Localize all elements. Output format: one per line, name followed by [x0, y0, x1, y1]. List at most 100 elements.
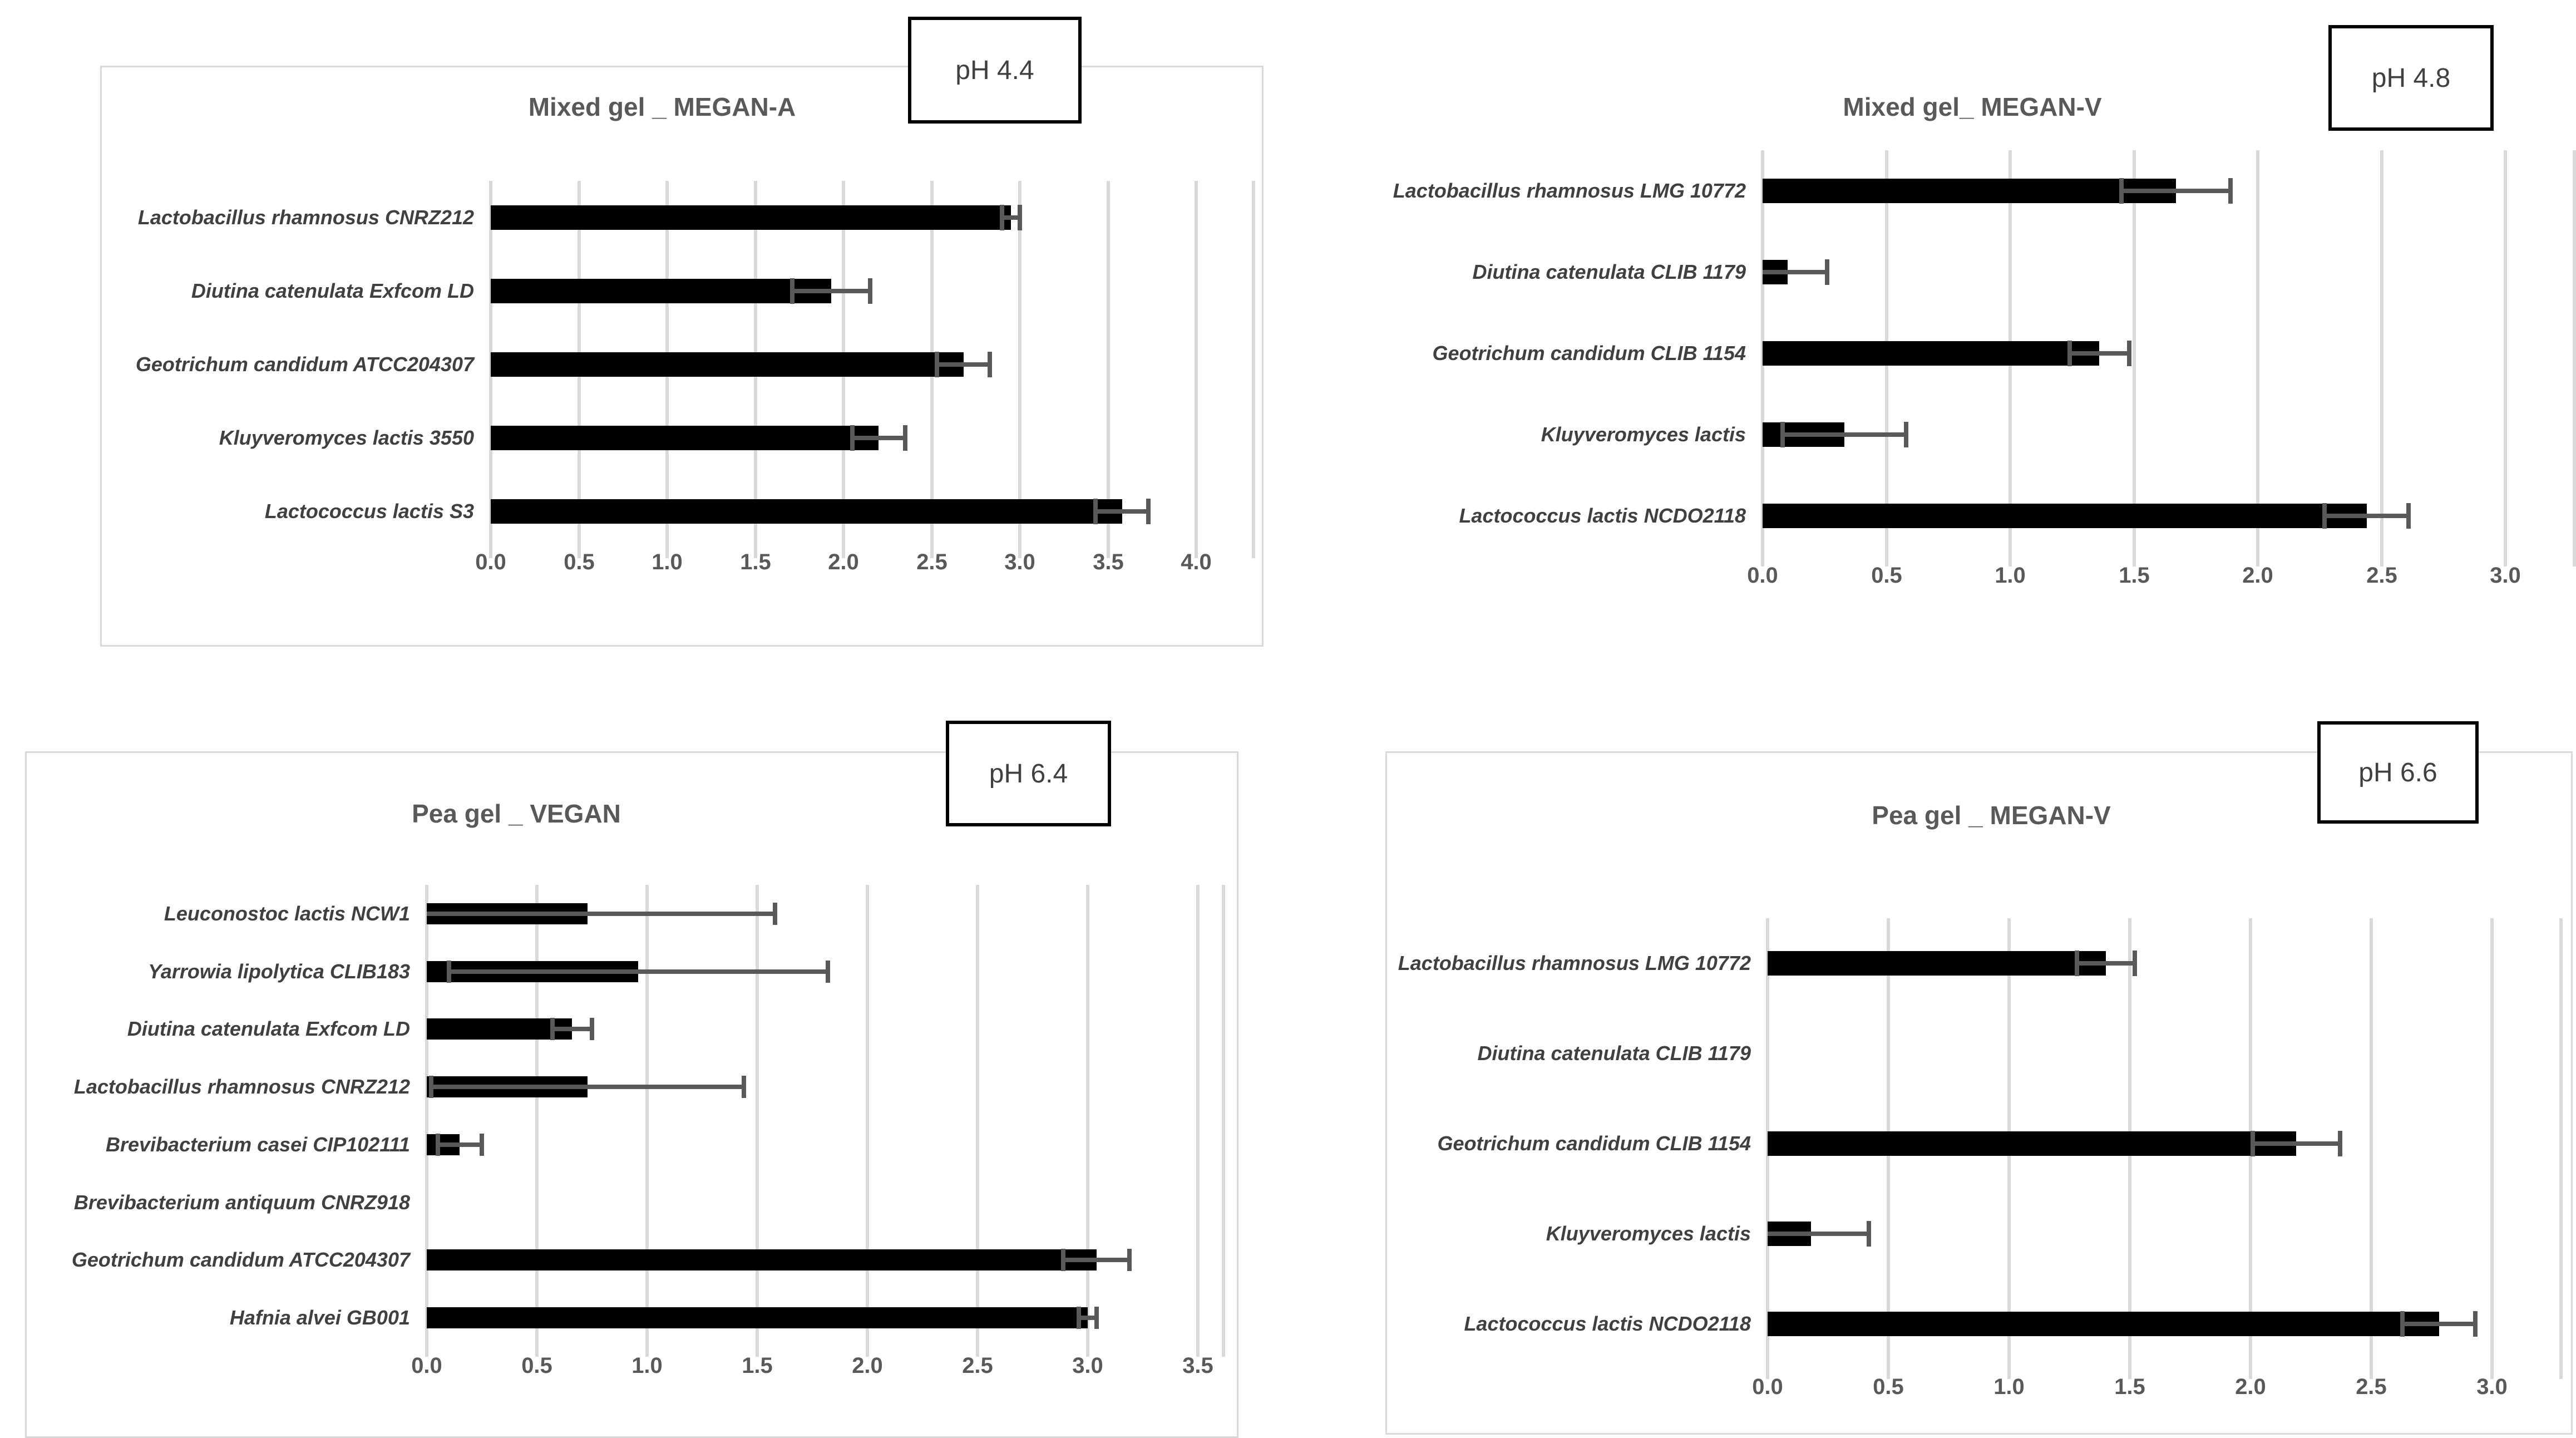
category-label: Leuconostoc lactis NCW1 [164, 902, 410, 925]
category-label: Kluyveromyces lactis 3550 [219, 426, 474, 450]
bar [1768, 1312, 2439, 1336]
bar [427, 1307, 1088, 1328]
error-bar-cap-right [1146, 499, 1151, 524]
gridline [756, 885, 759, 1357]
category-label: Diutina catenulata CLIB 1179 [1472, 260, 1746, 284]
ph-annotation: pH 6.4 [946, 721, 1111, 826]
gridline [1107, 181, 1110, 558]
bar [491, 499, 1122, 524]
category-label: Geotrichum candidum CLIB 1154 [1437, 1132, 1751, 1155]
error-bar-cap-left [790, 278, 794, 304]
x-tick-label: 1.0 [1995, 563, 2026, 588]
plot-right-border [2573, 150, 2576, 567]
category-label: Kluyveromyces lactis [1546, 1222, 1751, 1245]
x-tick-label: 0.0 [411, 1353, 442, 1378]
error-bar-cap-right [742, 1076, 746, 1098]
ph-annotation: pH 4.4 [908, 17, 1082, 124]
panel-border [100, 66, 1264, 647]
error-bar-line [552, 1027, 592, 1031]
category-label: Hafnia alvei GB001 [229, 1306, 410, 1329]
category-label: Diutina catenulata Exfcom LD [127, 1017, 410, 1041]
error-bar-cap-left [436, 1134, 440, 1156]
category-label: Lactobacillus rhamnosus LMG 10772 [1398, 952, 1751, 975]
error-bar-cap-right [1867, 1221, 1871, 1247]
error-bar-cap-right [2406, 503, 2411, 529]
x-tick-label: 1.0 [1993, 1375, 2025, 1399]
gridline [2490, 918, 2494, 1379]
error-bar-cap-left [2322, 503, 2327, 529]
category-label: Yarrowia lipolytica CLIB183 [148, 960, 410, 983]
category-label: Kluyveromyces lactis [1541, 423, 1746, 446]
gridline [866, 885, 869, 1357]
x-tick-label: 2.5 [2366, 563, 2397, 588]
x-tick-label: 2.0 [2242, 563, 2273, 588]
plot-right-border [2559, 918, 2563, 1379]
gridline [2370, 918, 2373, 1379]
x-tick-label: 3.5 [1182, 1353, 1213, 1378]
chart-title: Pea gel _ MEGAN-V [1872, 801, 2111, 830]
x-tick-label: 2.0 [852, 1353, 883, 1378]
x-tick-label: 2.0 [828, 550, 859, 574]
category-label: Geotrichum candidum CLIB 1154 [1432, 342, 1746, 365]
ph-annotation: pH 4.8 [2328, 25, 2494, 131]
category-label: Lactococcus lactis NCDO2118 [1459, 504, 1746, 528]
error-bar-cap-left [1093, 499, 1098, 524]
x-tick-label: 0.0 [475, 550, 506, 574]
bar [427, 1249, 1097, 1270]
chart-title: Mixed gel_ MEGAN-V [1843, 92, 2102, 121]
x-tick-label: 3.0 [1072, 1353, 1103, 1378]
category-label: Lactobacillus rhamnosus CNRZ212 [137, 206, 474, 229]
gridline [2133, 150, 2136, 567]
plot-right-border [1252, 181, 1255, 558]
error-bar-line [2070, 351, 2129, 356]
category-label: Diutina catenulata CLIB 1179 [1477, 1042, 1751, 1065]
error-bar-cap-right [826, 961, 830, 983]
gridline [1195, 181, 1198, 558]
error-bar-line [449, 969, 828, 974]
error-bar-cap-right [988, 352, 992, 377]
error-bar-line [1079, 1316, 1097, 1320]
error-bar-line [1763, 270, 1827, 274]
x-tick-label: 3.0 [1004, 550, 1035, 574]
x-tick-label: 1.0 [652, 550, 683, 574]
error-bar-cap-right [1904, 422, 1908, 447]
error-bar-cap-right [1094, 1307, 1099, 1329]
gridline [976, 885, 979, 1357]
error-bar-cap-right [1127, 1249, 1132, 1271]
error-bar-cap-left [2119, 178, 2124, 204]
bar [1763, 341, 2099, 366]
category-label: Geotrichum candidum ATCC204307 [135, 353, 474, 376]
error-bar-line [2402, 1322, 2475, 1326]
bar [491, 426, 879, 450]
ph-annotation: pH 6.6 [2317, 721, 2479, 824]
x-tick-label: 1.5 [742, 1353, 773, 1378]
error-bar-cap-right [480, 1134, 484, 1156]
bar [1763, 504, 2367, 528]
error-bar-cap-right [2338, 1131, 2342, 1156]
error-bar-line [2077, 961, 2135, 966]
error-bar-line [937, 362, 990, 367]
error-bar-cap-right [868, 278, 872, 304]
error-bar-cap-left [850, 425, 855, 451]
category-label: Geotrichum candidum ATCC204307 [71, 1248, 410, 1272]
x-tick-label: 1.5 [740, 550, 771, 574]
category-label: Diutina catenulata Exfcom LD [191, 279, 474, 303]
error-bar-line [2253, 1141, 2340, 1146]
error-bar-line [431, 1085, 744, 1089]
error-bar-cap-left [550, 1018, 555, 1040]
error-bar-cap-left [935, 352, 939, 377]
error-bar-cap-right [1018, 205, 1022, 230]
error-bar-line [1768, 1232, 1869, 1236]
error-bar-line [2121, 189, 2230, 193]
panel-border [1385, 751, 2573, 1435]
x-tick-label: 0.5 [521, 1353, 552, 1378]
error-bar-line [1095, 509, 1148, 514]
error-bar-cap-left [1061, 1249, 1065, 1271]
x-tick-label: 1.5 [2119, 563, 2150, 588]
x-tick-label: 2.5 [2356, 1375, 2387, 1399]
bar [491, 279, 831, 303]
